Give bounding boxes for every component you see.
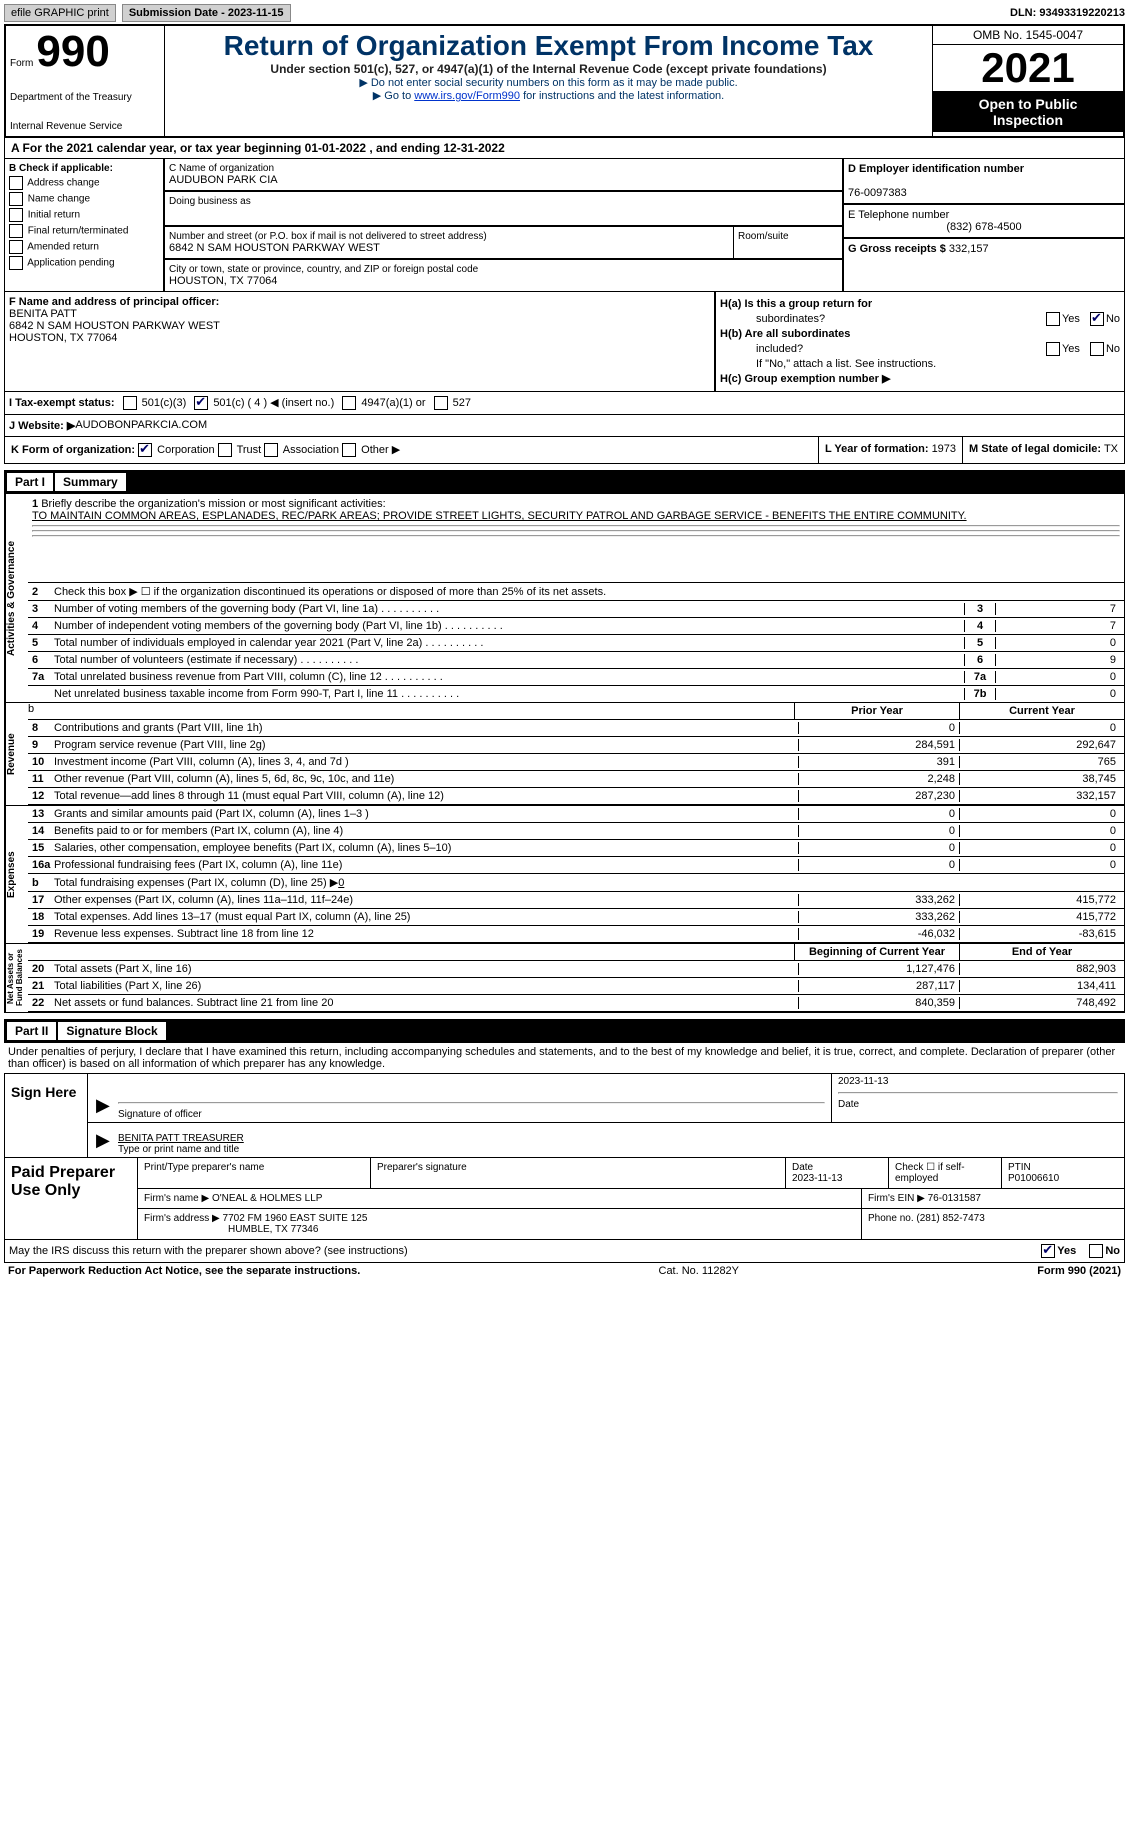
discuss-yes[interactable] bbox=[1041, 1244, 1055, 1258]
signature-field[interactable]: Signature of officer bbox=[88, 1074, 831, 1122]
col-f: F Name and address of principal officer:… bbox=[5, 292, 716, 391]
preparer-block: Paid Preparer Use Only Print/Type prepar… bbox=[4, 1158, 1125, 1240]
dln: DLN: 93493319220213 bbox=[1010, 7, 1125, 19]
row-a: A For the 2021 calendar year, or tax yea… bbox=[4, 138, 1125, 159]
chk-assoc[interactable] bbox=[264, 443, 278, 457]
ptin: P01006610 bbox=[1008, 1173, 1059, 1184]
top-bar: efile GRAPHIC print Submission Date - 20… bbox=[4, 4, 1125, 22]
prep-date: 2023-11-13 bbox=[792, 1173, 842, 1184]
note-1: ▶ Do not enter social security numbers o… bbox=[169, 76, 928, 89]
chk-initial-return[interactable]: Initial return bbox=[9, 208, 159, 222]
omb-no: OMB No. 1545-0047 bbox=[933, 26, 1123, 45]
open-public: Open to PublicInspection bbox=[933, 92, 1123, 132]
form-header: Form 990 Department of the Treasury Inte… bbox=[4, 24, 1125, 138]
col-h: H(a) Is this a group return for subordin… bbox=[716, 292, 1124, 391]
firm-phone: (281) 852-7473 bbox=[916, 1213, 984, 1224]
note-2: ▶ Go to www.irs.gov/Form990 for instruct… bbox=[169, 89, 928, 102]
officer-address: 6842 N SAM HOUSTON PARKWAY WEST bbox=[9, 320, 220, 332]
form-word: Form bbox=[10, 58, 33, 69]
org-city: HOUSTON, TX 77064 bbox=[169, 275, 838, 287]
part-2-header: Part II Signature Block bbox=[4, 1019, 1125, 1043]
efile-print-btn[interactable]: efile GRAPHIC print bbox=[4, 4, 116, 22]
link-form990[interactable]: www.irs.gov/Form990 bbox=[414, 90, 520, 102]
chk-corp[interactable] bbox=[138, 443, 152, 457]
form-number: 990 bbox=[36, 27, 109, 76]
chk-501c[interactable] bbox=[194, 396, 208, 410]
ein: 76-0097383 bbox=[848, 187, 907, 199]
sig-date: 2023-11-13 bbox=[838, 1076, 888, 1087]
vtab-revenue: Revenue bbox=[5, 703, 28, 805]
website-row: J Website: ▶ AUDOBONPARKCIA.COM bbox=[4, 415, 1125, 437]
form-subtitle: Under section 501(c), 527, or 4947(a)(1)… bbox=[169, 62, 928, 76]
ha-no[interactable] bbox=[1090, 312, 1104, 326]
ha-yes[interactable] bbox=[1046, 312, 1060, 326]
chk-trust[interactable] bbox=[218, 443, 232, 457]
firm-ein: 76-0131587 bbox=[928, 1193, 981, 1204]
website: AUDOBONPARKCIA.COM bbox=[75, 419, 207, 432]
state-domicile: TX bbox=[1104, 443, 1118, 455]
header-center: Return of Organization Exempt From Incom… bbox=[165, 26, 932, 136]
officer-city: HOUSTON, TX 77064 bbox=[9, 332, 117, 344]
officer-name: BENITA PATT bbox=[9, 308, 77, 320]
firm-name: O'NEAL & HOLMES LLP bbox=[212, 1193, 322, 1204]
chk-amended[interactable]: Amended return bbox=[9, 240, 159, 254]
paid-preparer-label: Paid Preparer Use Only bbox=[5, 1158, 138, 1239]
chk-address-change[interactable]: Address change bbox=[9, 176, 159, 190]
gross-receipts: 332,157 bbox=[949, 243, 989, 255]
org-address: 6842 N SAM HOUSTON PARKWAY WEST bbox=[169, 242, 729, 254]
chk-527[interactable] bbox=[434, 396, 448, 410]
penalty-text: Under penalties of perjury, I declare th… bbox=[4, 1043, 1125, 1073]
irs-label: Internal Revenue Service bbox=[10, 121, 160, 132]
sign-block: Sign Here Signature of officer 2023-11-1… bbox=[4, 1073, 1125, 1158]
col-c: C Name of organization AUDUBON PARK CIA … bbox=[165, 159, 842, 291]
header-left: Form 990 Department of the Treasury Inte… bbox=[6, 26, 165, 136]
vtab-expenses: Expenses bbox=[5, 806, 28, 943]
chk-pending[interactable]: Application pending bbox=[9, 256, 159, 270]
form-title: Return of Organization Exempt From Incom… bbox=[169, 30, 928, 62]
tax-year: 2021 bbox=[933, 45, 1123, 92]
officer-name-title: BENITA PATT TREASURER Type or print name… bbox=[88, 1123, 1124, 1157]
mission: 1 Briefly describe the organization's mi… bbox=[28, 494, 1124, 583]
hb-no[interactable] bbox=[1090, 342, 1104, 356]
discuss-no[interactable] bbox=[1089, 1244, 1103, 1258]
tax-exempt-status: I Tax-exempt status: 501(c)(3) 501(c) ( … bbox=[4, 392, 1125, 415]
footer: For Paperwork Reduction Act Notice, see … bbox=[4, 1263, 1125, 1279]
part-1-header: Part I Summary bbox=[4, 470, 1125, 494]
firm-address: 7702 FM 1960 EAST SUITE 125 bbox=[223, 1213, 368, 1224]
discuss-row: May the IRS discuss this return with the… bbox=[4, 1240, 1125, 1263]
vtab-netassets: Net Assets or Fund Balances bbox=[5, 944, 28, 1012]
chk-other[interactable] bbox=[342, 443, 356, 457]
hb-yes[interactable] bbox=[1046, 342, 1060, 356]
header-right: OMB No. 1545-0047 2021 Open to PublicIns… bbox=[932, 26, 1123, 136]
form-of-org: K Form of organization: Corporation Trus… bbox=[5, 437, 818, 463]
chk-final-return[interactable]: Final return/terminated bbox=[9, 224, 159, 238]
chk-501c3[interactable] bbox=[123, 396, 137, 410]
vtab-governance: Activities & Governance bbox=[5, 494, 28, 702]
dept-treasury: Department of the Treasury bbox=[10, 92, 160, 103]
submission-date: Submission Date - 2023-11-15 bbox=[122, 4, 291, 22]
chk-4947[interactable] bbox=[342, 396, 356, 410]
telephone: (832) 678-4500 bbox=[848, 221, 1120, 233]
sign-here-label: Sign Here bbox=[5, 1074, 88, 1157]
year-formation: 1973 bbox=[932, 443, 956, 455]
col-d: D Employer identification number 76-0097… bbox=[842, 159, 1124, 291]
chk-name-change[interactable]: Name change bbox=[9, 192, 159, 206]
col-b: B Check if applicable: Address change Na… bbox=[5, 159, 165, 291]
org-name: AUDUBON PARK CIA bbox=[169, 174, 838, 186]
